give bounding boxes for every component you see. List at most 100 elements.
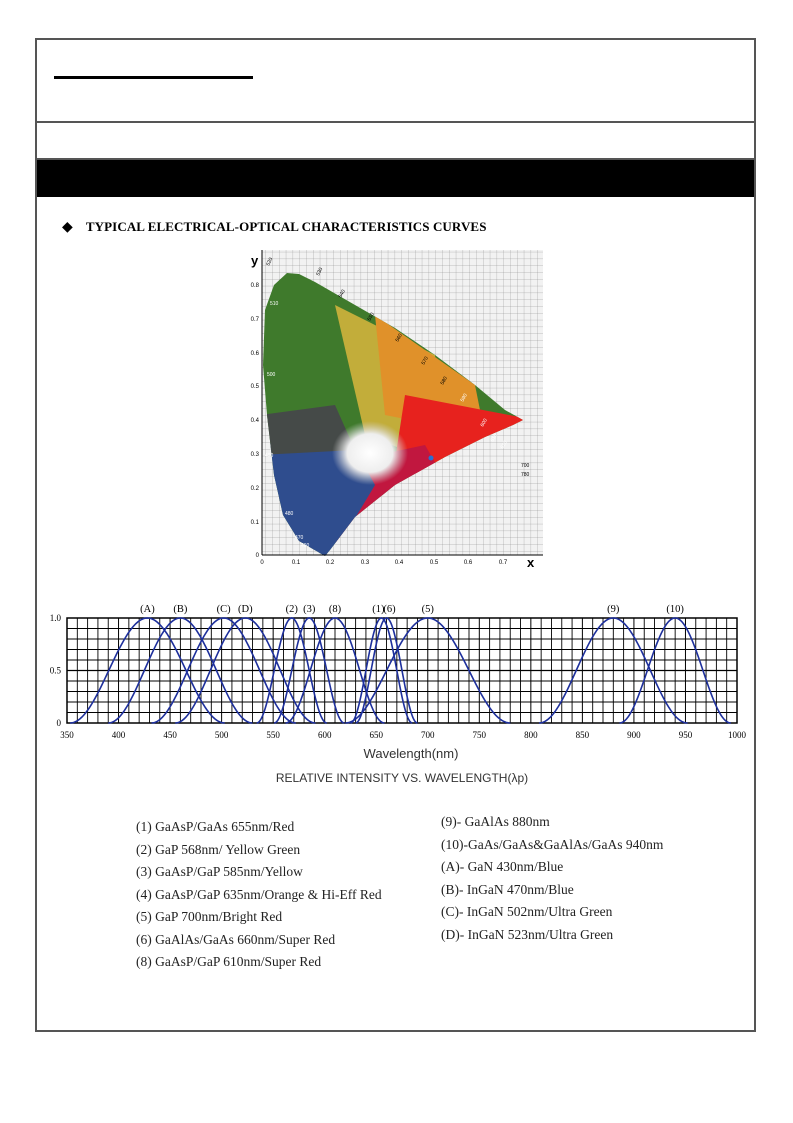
x-tick-label: 350 — [60, 730, 74, 740]
cie-wavelength-mark: 570 — [421, 356, 430, 366]
spectral-curve — [285, 617, 385, 724]
spectral-curve — [151, 617, 296, 724]
cie-x-tick: 0.5 — [430, 560, 439, 566]
legend-item: (6) GaAlAs/GaAs 660nm/Super Red — [136, 931, 336, 947]
cie-x-tick: 0.1 — [292, 560, 301, 566]
cie-wavelength-mark: 560 — [395, 333, 404, 343]
spectral-curve — [175, 617, 316, 724]
peak-label: (2) — [286, 604, 299, 615]
cie-x-tick: 0.3 — [361, 560, 370, 566]
cie-wavelength-mark: 700 — [521, 463, 530, 469]
cie-wavelength-mark: 580 — [440, 376, 449, 386]
x-tick-label: 850 — [576, 730, 590, 740]
x-tick-label: 600 — [318, 730, 332, 740]
spectral-chart-title: RELATIVE INTENSITY VS. WAVELENGTH(λp) — [276, 771, 528, 785]
cie-y-tick: 0.3 — [251, 452, 260, 458]
cie-y-tick: 0.5 — [251, 384, 260, 390]
cie-wavelength-mark: 480 — [285, 511, 294, 517]
peak-label: (3) — [303, 604, 316, 615]
cie-wavelength-mark: 620 — [500, 440, 509, 450]
cie-x-tick: 0 — [260, 560, 264, 566]
peak-label: (8) — [329, 604, 342, 615]
cie-wavelength-mark: 540 — [338, 289, 347, 299]
peak-label: (10) — [666, 604, 684, 615]
cie-x-tick: 0.2 — [326, 560, 335, 566]
cie-y-tick: 0.4 — [251, 418, 260, 424]
peak-label: (6) — [383, 604, 396, 615]
cie-wavelength-mark: 490 — [265, 453, 274, 459]
legend-item: (8) GaAsP/GaP 610nm/Super Red — [136, 954, 322, 969]
x-tick-label: 550 — [266, 730, 280, 740]
x-tick-label: 700 — [421, 730, 435, 740]
cie-wavelength-mark: 520 — [265, 257, 274, 267]
cie-wavelength-mark: 500 — [267, 372, 276, 378]
legend-item: (5) GaP 700nm/Bright Red — [136, 909, 283, 924]
cie-y-axis-label: y — [251, 253, 259, 268]
cie-wavelength-mark: 600 — [480, 418, 489, 428]
spectral-curve — [256, 617, 327, 724]
cie-wavelength-mark: 470 — [295, 535, 304, 541]
cie-wavelength-mark: 550 — [367, 312, 376, 322]
cie-chromaticity-diagram: y x 0.8 0.7 0.6 0.5 0.4 0.3 0.2 0.1 0 0 … — [251, 250, 543, 570]
spectral-curve — [355, 617, 418, 724]
cie-wavelength-mark: 610 — [490, 433, 499, 443]
section-title: TYPICAL ELECTRICAL-OPTICAL CHARACTERISTI… — [85, 219, 487, 234]
spectral-curve — [345, 617, 511, 724]
legend-item: (B)- InGaN 470nm/Blue — [441, 881, 574, 897]
x-tick-label: 900 — [627, 730, 641, 740]
spectral-curve — [274, 617, 345, 724]
cie-y-tick: 0.6 — [251, 351, 260, 357]
spectral-curve — [350, 617, 413, 724]
spectral-curve — [539, 617, 688, 724]
y-tick-label: 0.5 — [50, 666, 62, 676]
cie-x-ticks: 0 0.1 0.2 0.3 0.4 0.5 0.6 0.7 — [260, 560, 508, 566]
section-heading: ◆ TYPICAL ELECTRICAL-OPTICAL CHARACTERIST… — [62, 219, 487, 236]
legend-item: (10)-GaAs/GaAs&GaAlAs/GaAs 940nm — [441, 836, 664, 852]
peak-label: (9) — [607, 604, 620, 615]
legend-item: (4) GaAsP/GaP 635nm/Orange & Hi-Eff Red — [136, 886, 382, 902]
legend-item: (A)- GaN 430nm/Blue — [441, 859, 564, 874]
x-tick-label: 500 — [215, 730, 229, 740]
cie-x-axis-label: x — [527, 555, 535, 570]
legend-item: (1) GaAsP/GaAs 655nm/Red — [136, 819, 295, 834]
peak-labels: (A) (B) (C) (D) (2) (3) (8) (1)(6) (5) (9) (10) — [140, 604, 684, 615]
x-tick-label: 1000 — [728, 730, 747, 740]
legend-item: (3) GaAsP/GaP 585nm/Yellow — [136, 864, 303, 879]
cie-y-tick: 0.2 — [251, 486, 260, 492]
y-tick-label: 0 — [57, 718, 62, 728]
legend-item: (C)- InGaN 502nm/Ultra Green — [441, 904, 613, 919]
peak-label: (1) — [372, 604, 385, 615]
cie-y-tick: 0.8 — [251, 283, 260, 289]
legend-item: (D)- InGaN 523nm/Ultra Green — [441, 926, 614, 942]
cie-x-tick: 0.6 — [464, 560, 473, 566]
relative-intensity-chart: (A) (B) (C) (D) (2) (3) (8) (1)(6) (5) (9) (10) 35… — [50, 604, 747, 785]
spectral-x-ticks: 350 400 450 500 550 600 650 700 750 800 850 900 950 1… — [60, 730, 746, 740]
peak-label: (5) — [422, 604, 435, 615]
y-tick-label: 1.0 — [50, 613, 62, 623]
legend-left: (1) GaAsP/GaAs 655nm/Red (2) GaP 568nm/ … — [136, 816, 382, 974]
title-underline — [54, 76, 253, 79]
spectral-curves — [70, 617, 731, 724]
x-tick-label: 750 — [473, 730, 487, 740]
peak-label: (B) — [173, 604, 188, 615]
spectral-plot-border — [66, 617, 738, 724]
peak-label: (A) — [140, 604, 155, 615]
x-tick-label: 450 — [163, 730, 177, 740]
peak-label: (D) — [238, 604, 253, 615]
cie-y-tick: 0.1 — [251, 520, 260, 526]
cie-wavelength-marks: 520 530 540 510 550 560 570 500 580 590 … — [265, 257, 530, 549]
page-frame — [35, 38, 756, 1032]
cie-wavelength-mark: 510 — [270, 301, 279, 307]
spectral-curve — [619, 617, 731, 724]
cie-wavelength-mark: 460 — [301, 543, 310, 549]
cie-wavelength-mark: 590 — [460, 393, 469, 403]
spectral-curve — [108, 617, 253, 724]
x-tick-label: 650 — [369, 730, 383, 740]
header-divider-2 — [35, 158, 756, 160]
legend-item: (9)- GaAlAs 880nm — [441, 814, 550, 829]
cie-wavelength-mark: 530 — [315, 267, 324, 277]
spectral-y-ticks: 1.0 0.5 0 — [50, 613, 62, 728]
cie-x-tick: 0.7 — [499, 560, 508, 566]
legend-right: (9)- GaAlAs 880nm (10)-GaAs/GaAs&GaAlAs/… — [441, 811, 663, 946]
cie-y-ticks: 0.8 0.7 0.6 0.5 0.4 0.3 0.2 0.1 0 — [251, 283, 260, 559]
